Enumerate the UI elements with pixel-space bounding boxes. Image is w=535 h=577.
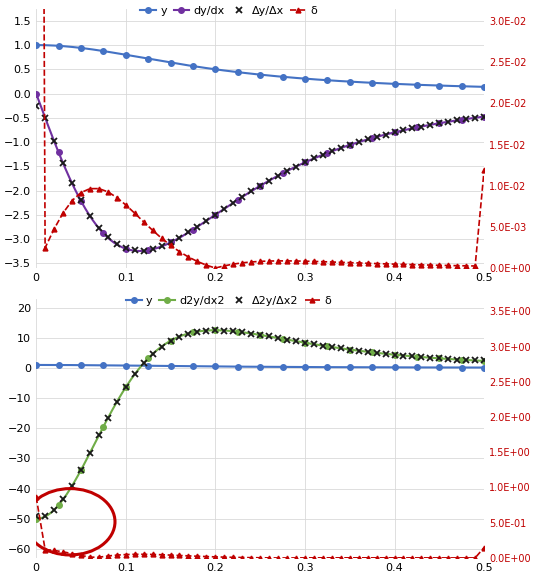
Legend: y, dy/dx, Δy/Δx, δ: y, dy/dx, Δy/Δx, δ (136, 1, 322, 20)
Legend: y, d2y/dx2, Δ2y/Δx2, δ: y, d2y/dx2, Δ2y/Δx2, δ (121, 291, 336, 310)
